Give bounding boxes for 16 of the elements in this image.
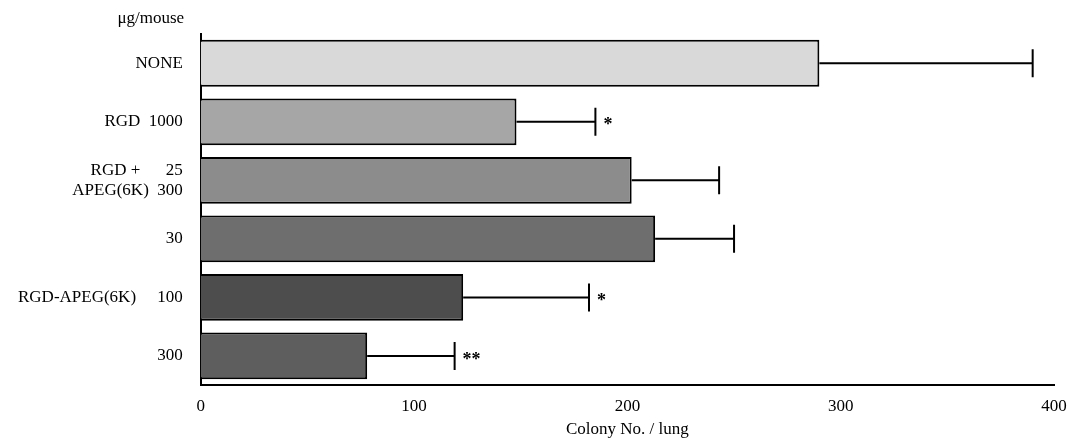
x-tick-label: 300 bbox=[827, 395, 854, 415]
y-tick-label: NONE bbox=[135, 52, 183, 72]
y-tick-label: 30 bbox=[165, 228, 183, 248]
x-axis-title: Colony No. / lung bbox=[566, 419, 690, 439]
x-tick-label: 0 bbox=[196, 395, 206, 415]
y-tick-label: 300 bbox=[157, 345, 183, 365]
x-tick-label: 200 bbox=[614, 395, 641, 415]
y-axis-title: μg/mouse bbox=[117, 7, 185, 27]
annotation: ** bbox=[462, 348, 481, 369]
y-tick-label: RGD-APEG(6K) 100 bbox=[18, 286, 183, 306]
y-tick-label: RGD + 25 APEG(6K) 300 bbox=[72, 159, 183, 199]
annotation: * bbox=[603, 114, 613, 135]
y-tick-label: RGD 1000 bbox=[104, 111, 183, 131]
x-tick-label: 400 bbox=[1041, 395, 1067, 415]
x-tick-label: 100 bbox=[401, 395, 427, 415]
annotation: * bbox=[597, 290, 606, 311]
